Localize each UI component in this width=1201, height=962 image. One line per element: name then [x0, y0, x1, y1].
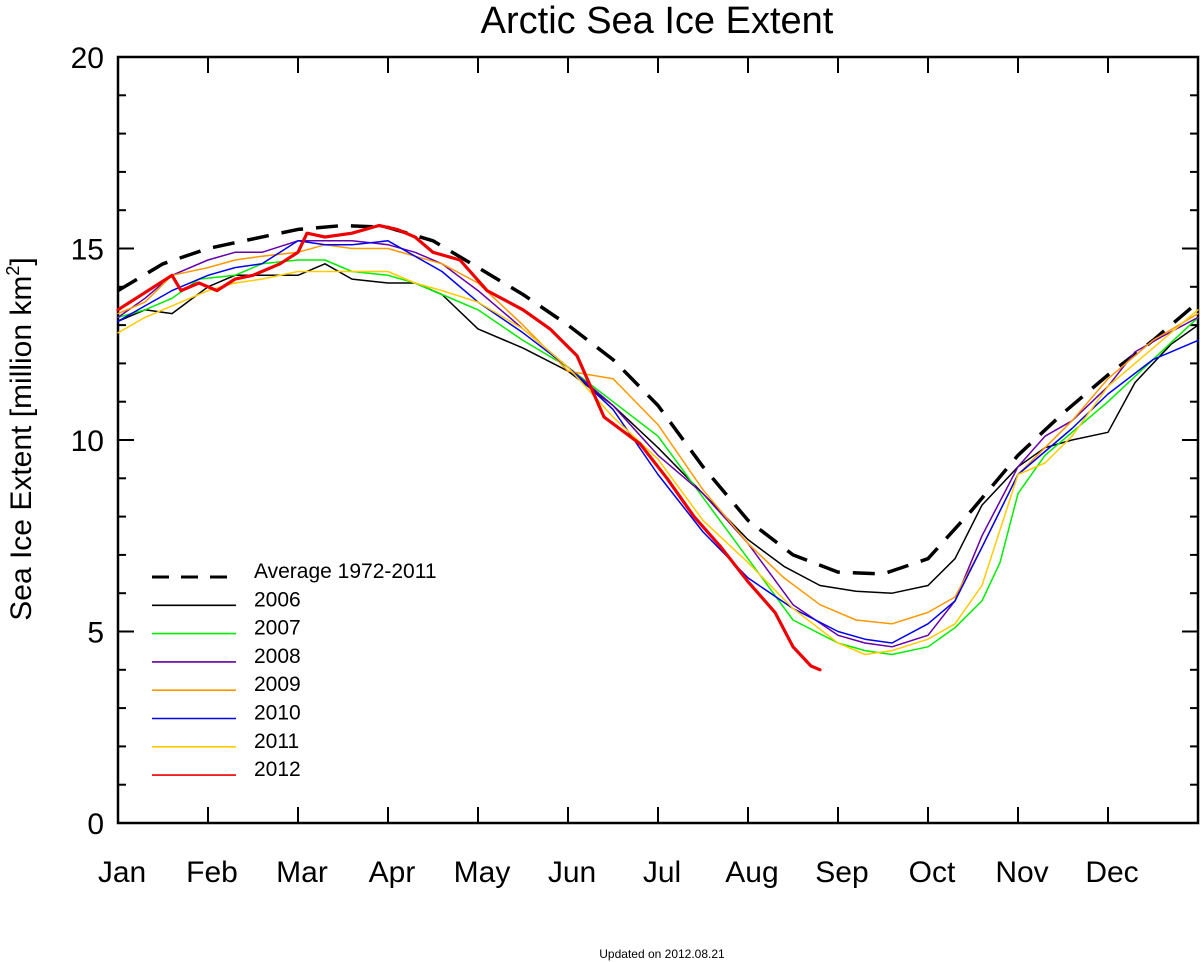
x-tick-label: Jan: [98, 856, 146, 889]
legend-label: 2008: [254, 645, 301, 668]
legend-label: 2006: [254, 588, 301, 611]
x-tick-label: Oct: [909, 856, 956, 889]
series-line-2007: [117, 259, 1199, 656]
axes: 0 5 10 15 20 Jan Feb Mar Apr May Jun Jul Aug Sep Oct No…: [71, 42, 1200, 889]
y-tick-label: 0: [87, 808, 104, 841]
x-tick-label: Apr: [369, 856, 416, 889]
series-layer: [116, 223, 1200, 672]
footer-updated: Updated on 2012.08.21: [599, 947, 725, 961]
legend: Average 1972-2011 2006 2007 2008 2009 2010 201…: [152, 560, 437, 781]
y-axis-label: Sea Ice Extent [million km2]: [3, 257, 38, 621]
series-line-2011: [117, 270, 1199, 656]
x-tick-label: May: [454, 856, 511, 889]
x-tick-label: Aug: [725, 856, 778, 889]
y-axis-label-superscript: 2: [3, 266, 23, 276]
legend-label: 2011: [254, 730, 299, 753]
series-line-2012: [116, 223, 822, 672]
series-line-2008: [117, 240, 1199, 648]
y-tick-label: 10: [71, 425, 104, 458]
x-tick-label: Nov: [995, 856, 1048, 889]
legend-label: 2007: [254, 617, 301, 640]
legend-label: 2012: [254, 758, 301, 781]
series-line-average-1972-2011: [117, 223, 1200, 576]
y-axis-label-main: Sea Ice Extent [million km: [5, 276, 38, 621]
x-tick-label: Dec: [1085, 856, 1138, 889]
legend-label: 2009: [254, 673, 301, 696]
x-tick-label: Sep: [815, 856, 868, 889]
x-tick-label: Jun: [548, 856, 596, 889]
legend-label: 2010: [254, 702, 301, 725]
y-axis-label-close: ]: [5, 257, 38, 265]
series-line-2006: [117, 263, 1199, 594]
y-tick-label: 15: [71, 234, 104, 267]
y-tick-label: 5: [87, 617, 104, 650]
x-tick-label: Feb: [186, 856, 238, 889]
x-tick-label: Mar: [276, 856, 328, 889]
y-tick-label: 20: [71, 42, 104, 75]
chart-title: Arctic Sea Ice Extent: [481, 0, 834, 42]
x-tick-label: Jul: [643, 856, 681, 889]
legend-label: Average 1972-2011: [254, 560, 437, 583]
